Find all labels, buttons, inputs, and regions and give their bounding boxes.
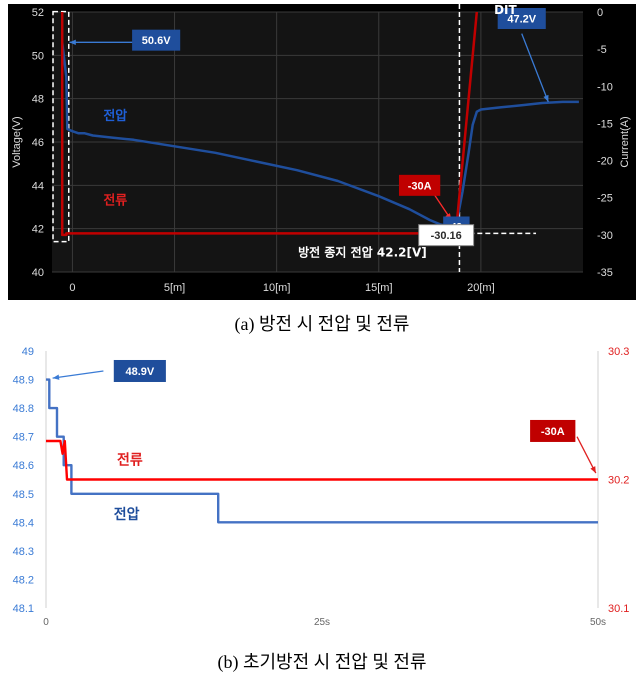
annotation-6: 전압 (103, 108, 127, 124)
y-left-tick-label: 48.8 (13, 403, 34, 415)
y-left-tick-label: 48.4 (13, 517, 34, 529)
y-left-tick-label: 48.1 (13, 603, 34, 615)
x-tick-label: 0 (43, 617, 49, 628)
annotation-8: 방전 종지 전압 42.2[V] (298, 245, 427, 260)
y-left-tick-label: 48 (32, 94, 44, 106)
annotation-0: 50.6V (142, 35, 171, 47)
y-left-tick-label: 48.3 (13, 546, 34, 558)
x-tick-label: 50s (590, 617, 606, 628)
annotation-2-box (398, 174, 441, 196)
x-tick-label: 5[m] (164, 282, 185, 294)
annotation-4-box (418, 224, 475, 247)
series-current-line (46, 439, 598, 481)
annotation-2: -30A (408, 180, 432, 192)
y-right-axis-label: Current(A) (619, 116, 631, 167)
annotation-5: DIT (494, 3, 517, 17)
arrow-30a-head (590, 466, 596, 474)
y-left-tick-label: 48.9 (13, 375, 34, 387)
y-left-tick-label: 42 (32, 224, 44, 236)
arrow-47-2v-head (543, 94, 549, 102)
caption-a: (a) 방전 시 전압 및 전류 (234, 314, 410, 334)
y-left-tick-label: 52 (32, 7, 44, 19)
annotation-0-box (113, 359, 166, 382)
y-right-tick-label: 30.2 (608, 475, 629, 487)
y-right-tick-label: -10 (597, 81, 613, 93)
y-left-tick-label: 48.5 (13, 489, 34, 501)
y-left-tick-label: 48.7 (13, 432, 34, 444)
y-right-tick-label: 0 (597, 7, 603, 19)
chart-initial-discharge: 48.1 48.2 48.3 48.4 48.5 48.6 48.7 48.8 48.9 49 30… (0, 340, 644, 637)
arrow-30a (576, 436, 597, 474)
y-left-tick-label: 48.6 (13, 460, 34, 472)
x-tick-label: 25s (314, 617, 330, 628)
annotation-0: 48.9V (125, 366, 154, 378)
y-right-tick-label: 30.3 (608, 346, 629, 358)
arrow-48-9v (52, 370, 104, 379)
annotation-1: 47.2V (507, 13, 536, 25)
y-left-tick-label: 49 (22, 346, 34, 358)
annotation-3: 전압 (114, 506, 140, 523)
annotation-1-box (530, 419, 576, 442)
y-left-tick-label: 46 (32, 137, 44, 149)
annotation-2: 전류 (117, 452, 143, 469)
x-tick-label: 20[m] (467, 282, 495, 294)
y-right-tick-label: -35 (597, 267, 613, 279)
y-left-tick-label: 44 (32, 180, 44, 192)
arrow-48-9v-head (52, 374, 60, 380)
y-right-tick-label: -15 (597, 118, 613, 130)
y-left-axis-label: Voltage(V) (11, 116, 23, 167)
caption-b: (b) 초기방전 시 전압 및 전류 (217, 652, 427, 672)
arrow-50-6v-head (69, 39, 76, 46)
x-tick-label: 10[m] (263, 282, 291, 294)
series-voltage-line (46, 378, 598, 524)
annotation-7: 전류 (103, 193, 127, 209)
y-right-tick-label: -5 (597, 44, 607, 56)
arrow-47-2v (521, 33, 549, 103)
y-right-tick-label: -20 (597, 156, 613, 168)
x-tick-label: 0 (69, 282, 75, 294)
y-right-tick-label: -25 (597, 193, 613, 205)
series-voltage-line (60, 42, 579, 228)
y-right-tick-label: 30.1 (608, 603, 629, 615)
annotation-4: -30.16 (431, 230, 462, 242)
dashed-marker-start (52, 10, 70, 243)
annotation-1: -30A (541, 426, 565, 438)
y-left-tick-label: 40 (32, 267, 44, 279)
chart-discharge: 40 42 44 46 48 50 52 -35 -30 -25 -20 -15 -10 -5 0 0 5[m]… (8, 3, 636, 300)
annotation-0-box (132, 29, 181, 51)
annotation-1-box (497, 8, 546, 29)
x-tick-label: 15[m] (365, 282, 393, 294)
y-left-tick-label: 48.2 (13, 574, 34, 586)
y-right-tick-label: -30 (597, 230, 613, 242)
y-left-tick-label: 50 (32, 50, 44, 62)
plot-background (0, 340, 644, 637)
